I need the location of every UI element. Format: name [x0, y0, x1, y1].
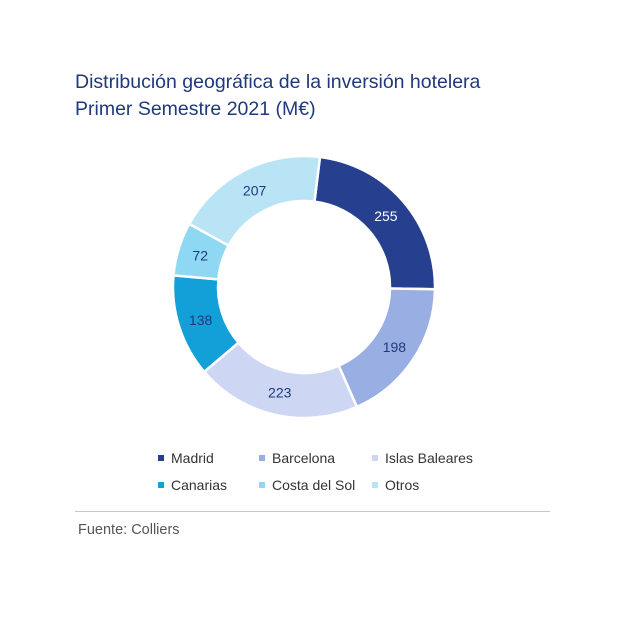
legend-swatch-icon	[372, 455, 378, 461]
chart-title-block: Distribución geográfica de la inversión …	[75, 69, 480, 123]
legend-item-barcelona: Barcelona	[259, 449, 372, 467]
legend-swatch-icon	[259, 455, 265, 461]
data-label-canarias: 138	[189, 312, 213, 328]
source-note: Fuente: Colliers	[78, 522, 180, 538]
legend-item-islas-baleares: Islas Baleares	[372, 449, 473, 467]
divider	[75, 511, 550, 512]
legend-swatch-icon	[158, 455, 164, 461]
legend-label: Costa del Sol	[272, 477, 356, 493]
legend-label: Canarias	[171, 477, 228, 493]
chart-title: Distribución geográfica de la inversión …	[75, 71, 481, 93]
slice-otros	[187, 154, 322, 248]
data-label-otros: 207	[243, 182, 267, 198]
chart-subtitle: Primer Semestre 2021 (M€)	[75, 98, 316, 120]
legend-swatch-icon	[259, 482, 265, 488]
legend-swatch-icon	[158, 482, 164, 488]
data-label-barcelona: 198	[383, 339, 407, 355]
legend-item-otros: Otros	[372, 476, 473, 494]
data-label-costa-del-sol: 72	[192, 247, 208, 263]
legend-label: Islas Baleares	[385, 450, 473, 466]
legend-label: Barcelona	[272, 450, 336, 466]
legend-label: Madrid	[171, 450, 214, 466]
data-label-madrid: 255	[374, 208, 398, 224]
legend-label: Otros	[385, 477, 420, 493]
legend-item-canarias: Canarias	[158, 476, 259, 494]
data-label-islas-baleares: 223	[268, 385, 292, 401]
legend-item-costa-del-sol: Costa del Sol	[259, 476, 372, 494]
legend-item-madrid: Madrid	[158, 449, 259, 467]
legend-swatch-icon	[372, 482, 378, 488]
chart-legend: Madrid Barcelona Islas Baleares Canarias Cos…	[158, 449, 473, 494]
